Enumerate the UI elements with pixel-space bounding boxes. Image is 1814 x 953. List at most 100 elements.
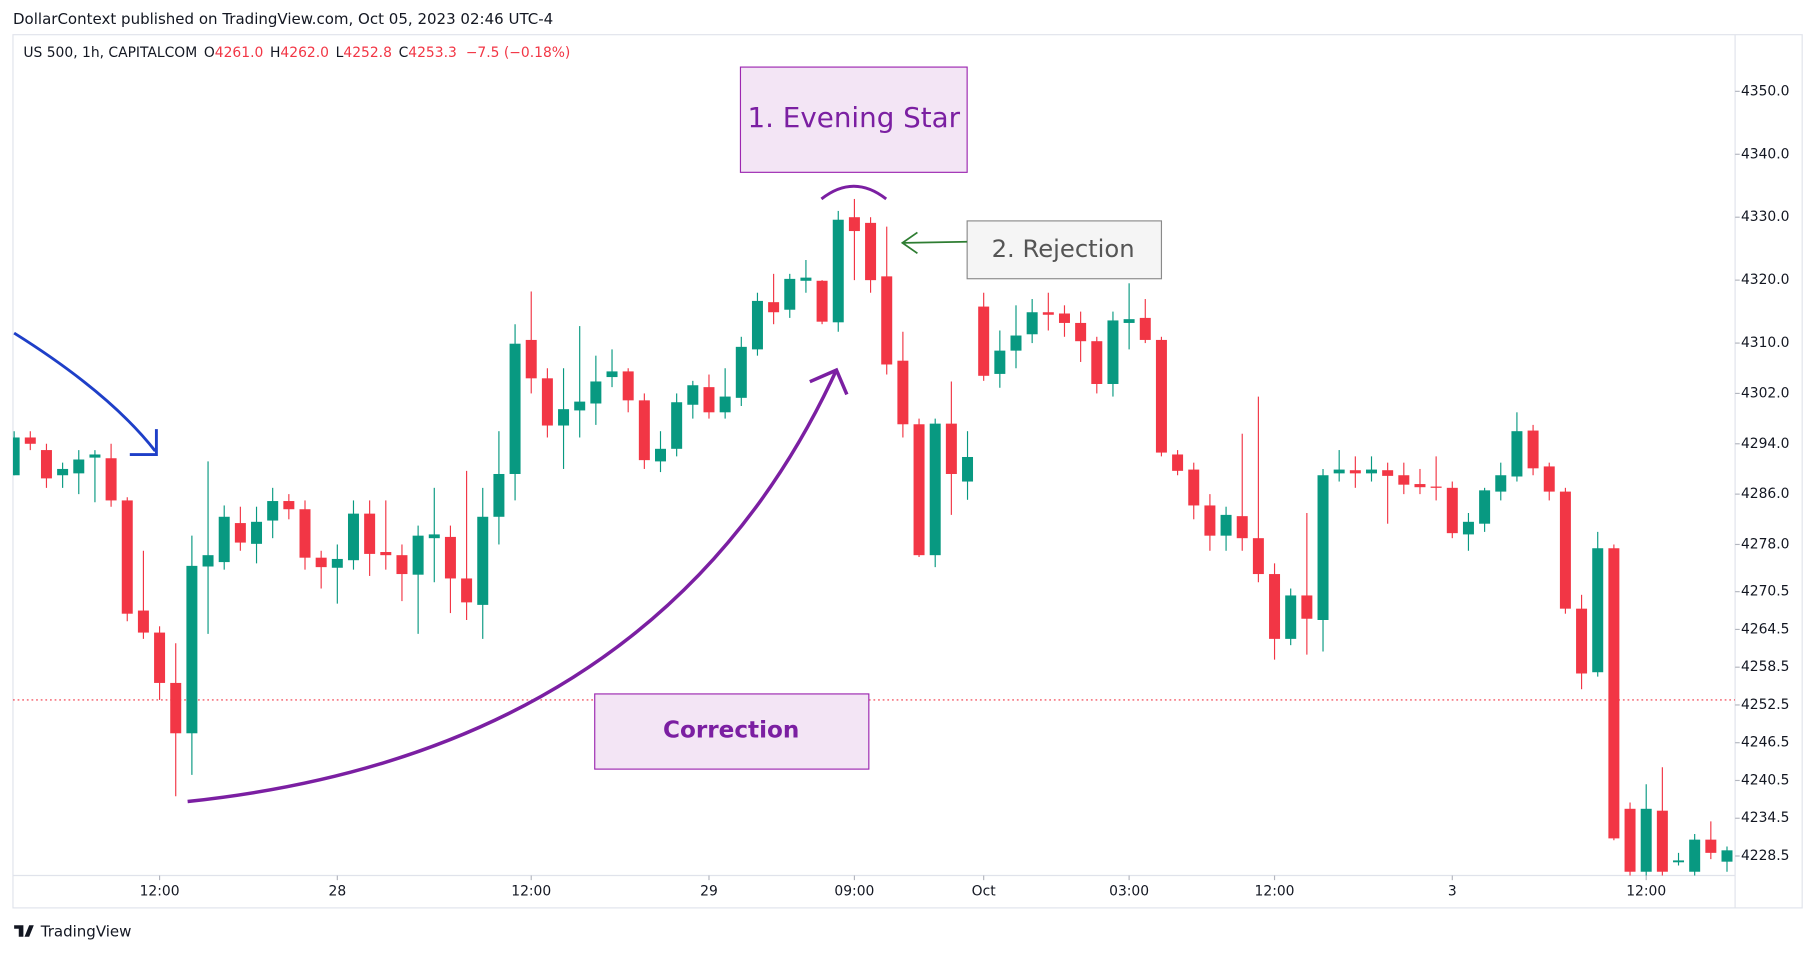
candle-body (929, 423, 941, 556)
candle-body (202, 555, 214, 567)
x-tick-label: 29 (700, 884, 718, 900)
candle-body (751, 300, 763, 350)
y-tick-label: 4252.5 (1741, 697, 1790, 713)
candle-body (622, 371, 634, 401)
candle-body (1705, 839, 1717, 853)
trend-arrowhead (129, 429, 158, 456)
x-tick-label: 3 (1448, 884, 1457, 900)
candle-body (1430, 486, 1442, 488)
y-tick-label: 4246.5 (1741, 735, 1790, 751)
y-tick-label: 4258.5 (1741, 659, 1790, 675)
candle-body (655, 448, 666, 462)
candle-body (881, 276, 893, 365)
candle-body (541, 378, 553, 426)
legend-symbol: US 500, 1h, CAPITALCOM (23, 45, 197, 61)
correction-label: Correction (663, 717, 799, 743)
candle-body (978, 306, 990, 376)
candle-body (1091, 341, 1103, 384)
legend-low-label: L (336, 45, 344, 61)
candle-body (1188, 469, 1200, 506)
candle-body (364, 513, 376, 554)
candle-body (1656, 810, 1668, 872)
candle-body (1640, 808, 1652, 872)
candle-body (574, 401, 586, 411)
candle-body (347, 513, 359, 561)
legend-close-label: C (399, 45, 409, 61)
candle-body (1317, 475, 1329, 620)
x-tick-label: 28 (329, 884, 347, 900)
candle-body (848, 217, 860, 232)
candle-body (865, 222, 877, 281)
candle-body (1269, 574, 1281, 639)
candle-body (816, 280, 828, 322)
candle-body (380, 552, 392, 556)
legend-high-label: H (270, 45, 280, 61)
candle-body (461, 578, 473, 603)
candle-body (1155, 339, 1167, 453)
candle-body (1689, 839, 1701, 872)
candle-body (509, 343, 521, 474)
candle-body (1511, 431, 1523, 477)
candle-body (1220, 514, 1232, 536)
candle-body (251, 521, 263, 544)
candle-body (1123, 319, 1135, 323)
correction-arrowhead (809, 367, 849, 396)
candle-body (12, 437, 20, 476)
candle-body (1285, 595, 1297, 639)
footer-brand: TradingView (40, 923, 132, 941)
y-tick-label: 4350.0 (1741, 83, 1790, 99)
candle-body (24, 437, 36, 444)
y-tick-label: 4320.0 (1741, 272, 1790, 288)
legend: US 500, 1h, CAPITALCOM O4261.0 H4262.0 L… (23, 45, 570, 61)
candle-body (315, 557, 327, 568)
candle-body (558, 409, 570, 426)
candle-body (89, 454, 101, 458)
legend-low: 4252.8 (343, 45, 392, 61)
legend-open-label: O (204, 45, 215, 61)
candle-body (1592, 548, 1604, 673)
candle-body (800, 277, 812, 281)
candle-body (1042, 312, 1054, 315)
rejection-label: 2. Rejection (992, 234, 1135, 263)
candle-body (1543, 466, 1555, 492)
x-tick-label: 12:00 (511, 884, 551, 900)
candle-body (1576, 608, 1588, 674)
candle-body (638, 400, 650, 461)
candle-body (1398, 475, 1410, 485)
candle-body (897, 360, 909, 425)
candle-body (768, 302, 780, 313)
x-tick-label: 03:00 (1109, 884, 1149, 900)
candle-body (994, 350, 1006, 374)
candle-body (606, 371, 618, 378)
candle-body (170, 682, 182, 734)
y-tick-label: 4286.0 (1741, 486, 1790, 502)
y-tick-label: 4264.5 (1741, 621, 1790, 637)
candle-body (1495, 475, 1507, 492)
candle-body (267, 501, 279, 521)
candle-body (1301, 595, 1313, 619)
candle-body (1333, 469, 1345, 474)
y-tick-label: 4234.5 (1741, 810, 1790, 826)
candle-body (234, 523, 246, 543)
x-tick-label: 12:00 (1255, 884, 1295, 900)
legend-change: −7.5 (−0.18%) (466, 45, 571, 61)
legend-high: 4262.0 (280, 45, 329, 61)
candle-body (40, 450, 52, 479)
candle-body (1559, 491, 1571, 609)
plot (12, 198, 1736, 876)
legend-open: 4261.0 (215, 45, 264, 61)
candle-body (57, 468, 69, 476)
candle-body (1026, 312, 1038, 335)
candle-body (913, 424, 925, 556)
candle-body (283, 501, 295, 510)
y-tick-label: 4310.0 (1741, 335, 1790, 351)
y-tick-label: 4302.0 (1741, 385, 1790, 401)
evening-star-arc (820, 184, 888, 201)
axes: 4350.0 4340.0 4330.0 4320.0 4310.0 4302.0 4294… (140, 83, 1790, 899)
candle-body (1075, 322, 1087, 342)
x-tick-label: 09:00 (834, 884, 874, 900)
candle-body (218, 516, 230, 563)
candle-body (1479, 490, 1491, 524)
candle-body (1414, 484, 1426, 488)
